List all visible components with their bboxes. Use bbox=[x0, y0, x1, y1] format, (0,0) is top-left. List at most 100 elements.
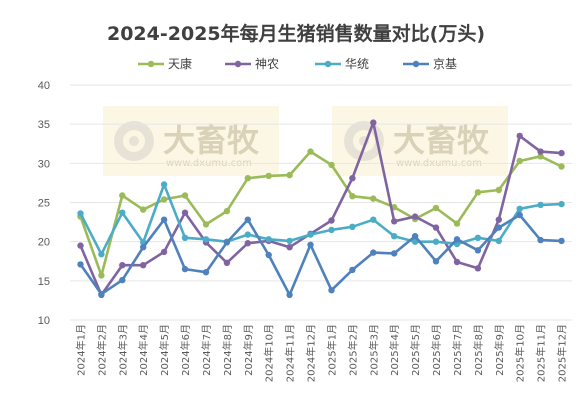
data-point bbox=[119, 262, 126, 269]
data-point bbox=[558, 163, 565, 170]
legend-item: 神农 bbox=[225, 57, 279, 71]
data-point bbox=[140, 262, 147, 269]
x-tick-label: 2024年2月 bbox=[95, 324, 108, 376]
data-point bbox=[432, 258, 440, 265]
x-tick-label: 2025年1月 bbox=[325, 324, 338, 376]
legend-label: 天康 bbox=[168, 56, 192, 71]
x-tick-label: 2024年5月 bbox=[158, 324, 171, 376]
x-tick-label: 2024年10月 bbox=[263, 324, 276, 382]
x-tick-label: 2025年10月 bbox=[514, 324, 527, 382]
y-tick-label: 30 bbox=[38, 158, 50, 170]
legend-label: 京基 bbox=[433, 57, 457, 71]
data-point bbox=[474, 247, 482, 254]
watermark-brand-text: 大畜牧 bbox=[163, 121, 260, 159]
data-point bbox=[370, 249, 377, 256]
data-point bbox=[328, 217, 335, 224]
x-tick-label: 2024年12月 bbox=[305, 324, 318, 382]
data-point bbox=[349, 175, 356, 182]
legend-item: 天康 bbox=[138, 56, 192, 71]
data-point bbox=[77, 261, 84, 268]
x-tick-label: 2025年3月 bbox=[367, 324, 380, 376]
legend-swatch-marker bbox=[234, 60, 242, 68]
data-point bbox=[474, 234, 482, 241]
y-tick-label: 15 bbox=[38, 276, 50, 288]
data-point bbox=[432, 204, 440, 212]
data-point bbox=[202, 269, 210, 276]
data-point bbox=[328, 287, 335, 294]
legend-label: 神农 bbox=[255, 57, 279, 71]
data-point bbox=[77, 242, 84, 249]
data-point bbox=[411, 233, 419, 240]
data-point bbox=[516, 205, 523, 212]
data-point bbox=[328, 226, 335, 234]
data-point bbox=[495, 216, 502, 223]
data-point bbox=[223, 207, 231, 215]
data-point bbox=[432, 224, 440, 231]
data-point bbox=[495, 186, 502, 194]
data-point bbox=[516, 132, 523, 140]
data-point bbox=[98, 251, 105, 258]
data-point bbox=[391, 233, 398, 240]
data-point bbox=[181, 265, 189, 273]
data-point bbox=[474, 189, 482, 196]
data-point bbox=[244, 216, 251, 223]
data-point bbox=[432, 238, 440, 245]
x-tick-label: 2025年2月 bbox=[346, 324, 359, 376]
data-point bbox=[516, 211, 523, 219]
y-tick-label: 10 bbox=[38, 315, 50, 327]
series-line bbox=[79, 150, 563, 277]
x-tick-label: 2025年11月 bbox=[535, 324, 548, 382]
data-point bbox=[181, 209, 189, 216]
data-point bbox=[286, 291, 293, 299]
y-tick-label: 35 bbox=[38, 119, 50, 131]
data-point bbox=[160, 181, 168, 188]
x-tick-label: 2025年4月 bbox=[388, 324, 401, 376]
series-3 bbox=[77, 181, 565, 258]
x-tick-label: 2024年4月 bbox=[137, 324, 150, 376]
data-point bbox=[160, 216, 168, 223]
data-point bbox=[391, 218, 398, 225]
x-tick-label: 2025年8月 bbox=[472, 324, 485, 376]
data-point bbox=[223, 259, 231, 266]
legend-label: 华统 bbox=[345, 57, 369, 71]
x-tick-label: 2024年8月 bbox=[221, 324, 234, 376]
data-point bbox=[370, 119, 377, 126]
x-tick-label: 2024年7月 bbox=[200, 324, 213, 376]
y-tick-label: 40 bbox=[38, 80, 50, 92]
watermark: 大畜牧 www.dxumu.com 大畜牧 www.dxumu.com bbox=[103, 106, 508, 176]
x-tick-label: 2025年7月 bbox=[451, 324, 464, 376]
data-point bbox=[98, 290, 105, 298]
data-point bbox=[244, 231, 251, 238]
data-point bbox=[202, 236, 210, 243]
x-tick-label: 2025年12月 bbox=[556, 324, 569, 382]
data-point bbox=[286, 237, 293, 245]
data-point bbox=[307, 148, 314, 155]
x-tick-label: 2025年9月 bbox=[493, 324, 506, 376]
series-4 bbox=[77, 211, 565, 299]
series-line bbox=[79, 213, 562, 297]
data-point bbox=[349, 193, 356, 200]
data-point bbox=[160, 248, 168, 256]
data-point bbox=[244, 240, 251, 247]
data-point bbox=[558, 200, 565, 208]
data-point bbox=[411, 213, 419, 220]
data-point bbox=[516, 157, 523, 165]
data-point bbox=[370, 216, 377, 223]
series-line bbox=[79, 183, 562, 256]
data-point bbox=[286, 171, 293, 179]
data-point bbox=[244, 175, 251, 182]
data-point bbox=[537, 148, 544, 155]
legend: 天康 神农 华统 京基 bbox=[138, 56, 457, 71]
legend-item: 华统 bbox=[315, 57, 369, 71]
watermark-left: 大畜牧 www.dxumu.com bbox=[103, 106, 279, 176]
data-point bbox=[558, 237, 565, 245]
x-tick-label: 2025年6月 bbox=[430, 324, 443, 376]
data-point bbox=[474, 265, 482, 272]
data-point bbox=[537, 201, 544, 209]
legend-swatch-marker bbox=[324, 60, 332, 68]
data-point bbox=[328, 161, 335, 169]
x-tick-label: 2024年6月 bbox=[179, 324, 192, 376]
legend-swatch-marker bbox=[147, 60, 155, 68]
x-tick-label: 2025年5月 bbox=[409, 324, 422, 376]
